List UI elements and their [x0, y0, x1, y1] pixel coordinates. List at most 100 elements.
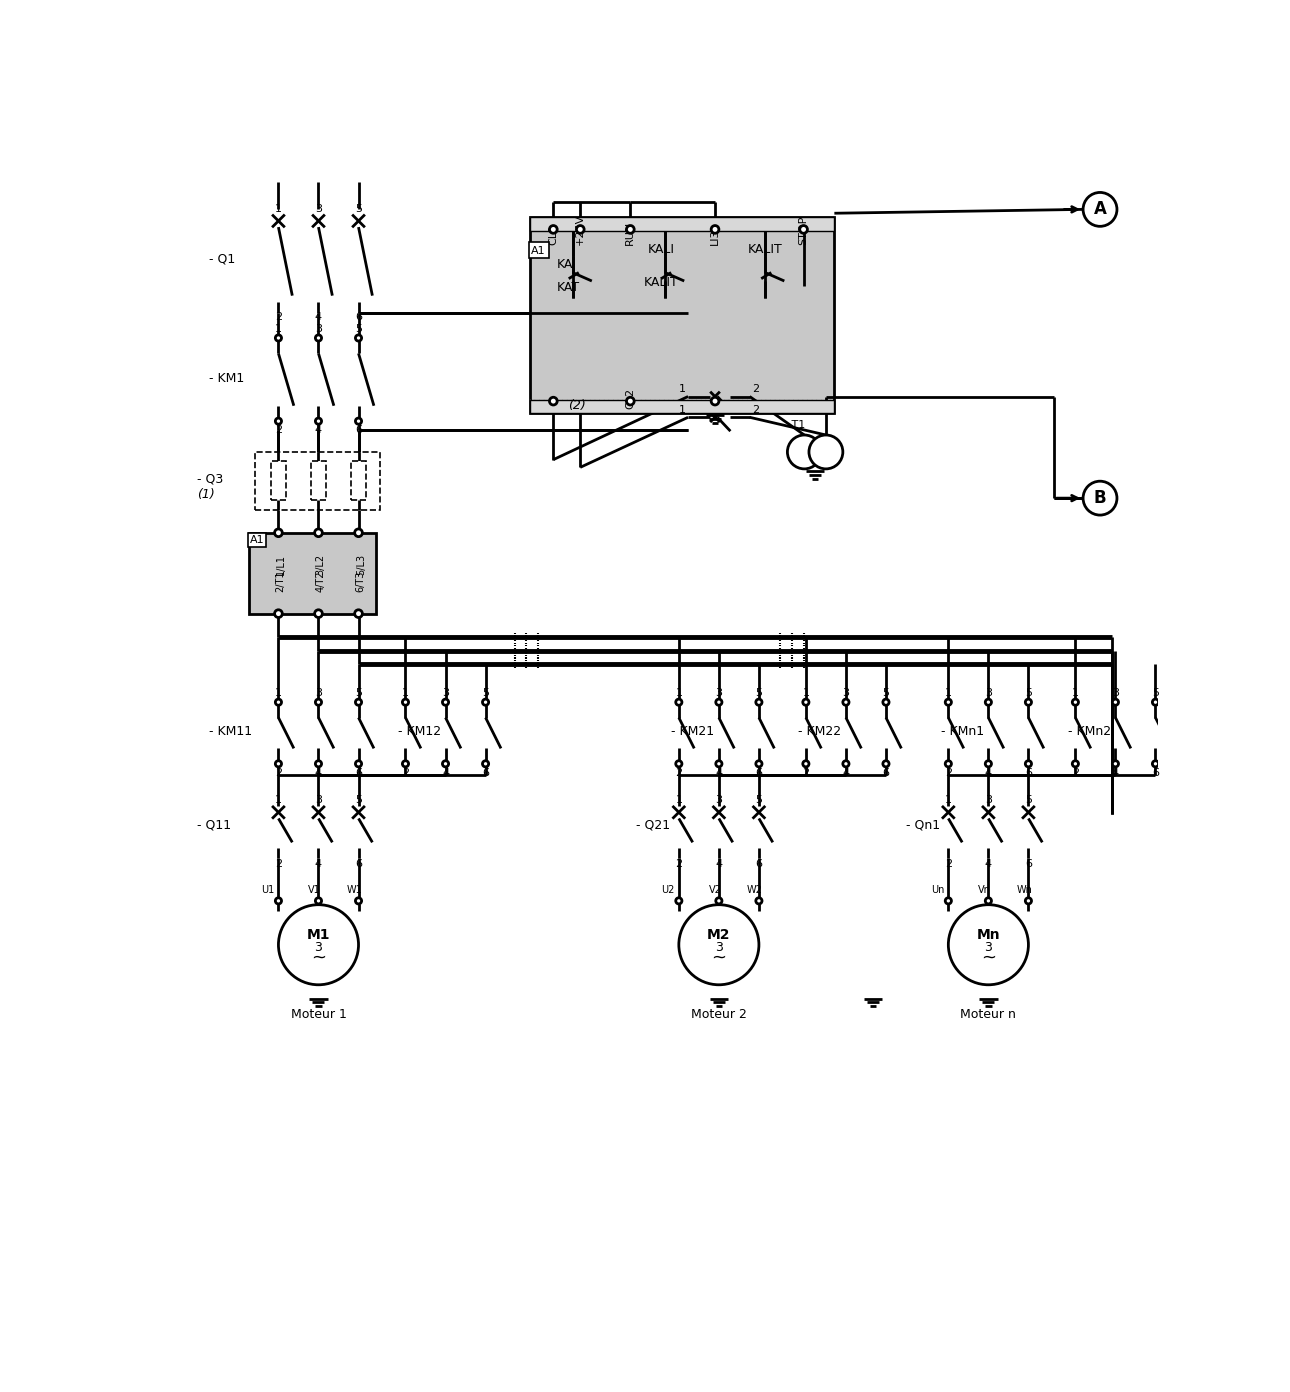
Text: 1: 1	[679, 384, 685, 394]
Circle shape	[711, 397, 719, 405]
Circle shape	[315, 529, 322, 537]
Circle shape	[676, 898, 682, 903]
Text: 4: 4	[315, 426, 322, 436]
Text: - KM1: - KM1	[209, 372, 244, 386]
Text: 3/L2: 3/L2	[316, 554, 326, 575]
Text: ~: ~	[980, 949, 996, 967]
Circle shape	[1084, 192, 1117, 227]
Circle shape	[442, 760, 449, 767]
Circle shape	[986, 898, 992, 903]
Circle shape	[1084, 482, 1117, 515]
Circle shape	[756, 898, 762, 903]
Circle shape	[676, 699, 682, 706]
Text: Mn: Mn	[977, 927, 1000, 942]
Text: 1: 1	[275, 688, 283, 697]
Text: 6: 6	[355, 426, 362, 436]
Text: - KMn2: - KMn2	[1068, 725, 1111, 738]
Text: KA: KA	[557, 259, 574, 271]
Text: 4: 4	[1112, 768, 1118, 778]
Text: - Q11: - Q11	[197, 818, 231, 832]
Text: 3: 3	[984, 688, 992, 697]
Text: 1: 1	[676, 795, 682, 805]
Text: 3: 3	[984, 795, 992, 805]
Text: 6: 6	[355, 768, 362, 778]
Circle shape	[355, 529, 362, 537]
Text: A1: A1	[249, 535, 264, 544]
Text: KALIT: KALIT	[748, 244, 783, 256]
Circle shape	[679, 905, 759, 984]
Circle shape	[809, 434, 842, 469]
Text: Wn: Wn	[1017, 885, 1032, 895]
Circle shape	[1112, 760, 1118, 767]
Text: 6: 6	[882, 768, 890, 778]
Text: A1: A1	[531, 246, 546, 256]
Text: 5: 5	[756, 688, 762, 697]
Circle shape	[275, 760, 281, 767]
Text: 4: 4	[315, 859, 322, 869]
Text: - KM11: - KM11	[209, 725, 253, 738]
Circle shape	[711, 226, 719, 234]
Circle shape	[946, 699, 952, 706]
Bar	[311, 461, 326, 501]
Circle shape	[355, 610, 362, 618]
Text: 4: 4	[984, 859, 992, 869]
Text: 2/T1: 2/T1	[276, 571, 286, 592]
Text: 1: 1	[944, 688, 952, 697]
Text: RUN: RUN	[626, 220, 635, 245]
Bar	[271, 461, 286, 501]
Text: 4: 4	[315, 768, 322, 778]
Circle shape	[275, 898, 281, 903]
Text: Moteur 2: Moteur 2	[691, 1008, 747, 1020]
Text: - Q1: - Q1	[209, 253, 235, 266]
Text: 6: 6	[1026, 859, 1032, 869]
Text: 1: 1	[275, 795, 283, 805]
Text: Moteur n: Moteur n	[961, 1008, 1017, 1020]
Circle shape	[802, 699, 809, 706]
Text: (1): (1)	[197, 487, 214, 501]
Text: 6: 6	[756, 768, 762, 778]
Text: 4: 4	[442, 768, 449, 778]
Text: M2: M2	[707, 927, 730, 942]
Circle shape	[842, 760, 849, 767]
Circle shape	[550, 397, 557, 405]
Circle shape	[946, 760, 952, 767]
Text: 6/T3: 6/T3	[356, 571, 366, 592]
Text: 1: 1	[679, 405, 685, 415]
Circle shape	[442, 699, 449, 706]
Text: - T1: - T1	[784, 420, 805, 430]
Text: B: B	[1094, 489, 1107, 507]
Bar	[255, 452, 381, 509]
Circle shape	[315, 610, 322, 618]
Circle shape	[946, 898, 952, 903]
Circle shape	[356, 898, 361, 903]
Text: 5: 5	[882, 688, 890, 697]
Circle shape	[356, 418, 361, 425]
Circle shape	[315, 760, 321, 767]
Circle shape	[356, 760, 361, 767]
Circle shape	[882, 699, 889, 706]
Text: 1: 1	[802, 688, 809, 697]
Text: 4: 4	[842, 768, 850, 778]
Circle shape	[275, 335, 281, 341]
Bar	[351, 461, 366, 501]
Text: 2: 2	[944, 768, 952, 778]
Bar	[249, 533, 377, 614]
Text: 4/T2: 4/T2	[316, 571, 326, 592]
Circle shape	[676, 760, 682, 767]
Circle shape	[1072, 760, 1078, 767]
Text: 3: 3	[315, 688, 322, 697]
Text: - KM22: - KM22	[799, 725, 841, 738]
Bar	[530, 217, 835, 231]
Text: Moteur 1: Moteur 1	[290, 1008, 347, 1020]
Text: 6: 6	[355, 859, 362, 869]
Circle shape	[279, 905, 359, 984]
Text: ~: ~	[711, 949, 726, 967]
Text: 6: 6	[355, 312, 362, 322]
Text: 3: 3	[715, 941, 722, 954]
Text: ~: ~	[311, 949, 326, 967]
Circle shape	[986, 760, 992, 767]
Text: 2: 2	[675, 859, 682, 869]
Text: W2: W2	[747, 885, 762, 895]
Circle shape	[356, 335, 361, 341]
Text: 1: 1	[275, 203, 283, 213]
